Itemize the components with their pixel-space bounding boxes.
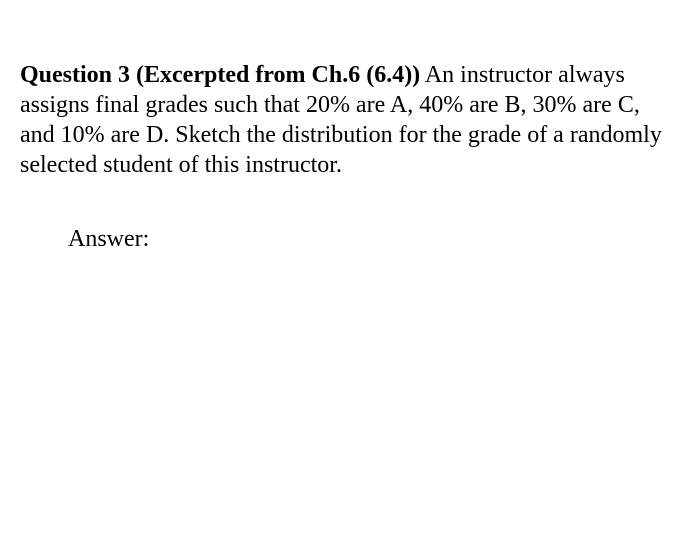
answer-label: Answer: — [68, 226, 672, 253]
question-label: Question 3 (Excerpted from Ch.6 (6.4)) — [20, 62, 420, 88]
question-block: Question 3 (Excerpted from Ch.6 (6.4)) A… — [20, 60, 672, 180]
